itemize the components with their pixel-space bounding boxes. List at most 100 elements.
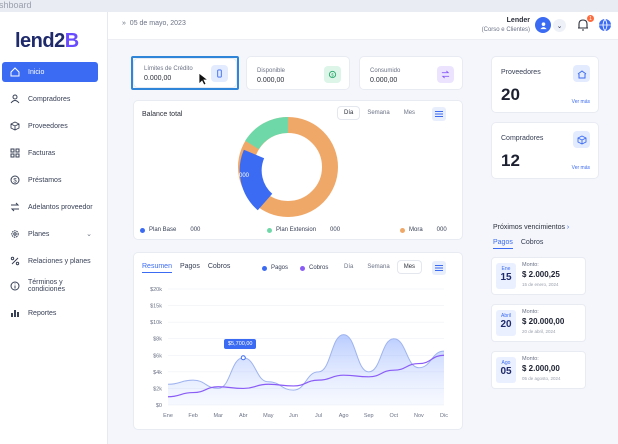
x-tick-label: Dic <box>440 413 448 419</box>
balance-card: Balance total Día Semana Mes 000 Plan Ba… <box>133 100 463 240</box>
due-date-text: 05 de agosto, 2024 <box>522 376 561 381</box>
x-tick-label: Nov <box>414 413 424 419</box>
gear-icon <box>10 229 20 239</box>
due-date-box: Abril 20 <box>496 310 516 336</box>
proveedores-card[interactable]: Proveedores 20 Ver más <box>491 56 599 113</box>
svg-text:$: $ <box>331 72 334 77</box>
legend-cobros: Cobros <box>300 265 328 271</box>
stat-label: Límites de Crédito <box>144 66 193 72</box>
notification-badge: 1 <box>587 15 594 22</box>
tab-pagos[interactable]: Pagos <box>493 239 513 249</box>
menu-icon[interactable] <box>432 261 446 275</box>
transfer-icon <box>437 66 454 83</box>
legend-dot <box>300 265 305 271</box>
stat-card-disponible[interactable]: Disponible 0.000,00 $ <box>246 56 350 90</box>
sidebar-item-label: Proveedores <box>28 122 68 130</box>
user-menu-chevron-icon[interactable]: ⌄ <box>553 19 566 32</box>
period-semana[interactable]: Semana <box>367 110 390 116</box>
due-month: Abril <box>500 313 511 319</box>
period-semana[interactable]: Semana <box>367 264 390 270</box>
due-item[interactable]: Ago 05 Monto: $ 2.000,00 05 de agosto, 20… <box>491 351 586 389</box>
sidebar-item-label: Reportes <box>28 309 57 317</box>
ver-mas-link[interactable]: Ver más <box>571 99 590 105</box>
sidebar-item-facturas[interactable]: Facturas <box>2 143 98 163</box>
x-tick-label: May <box>263 413 274 419</box>
sidebar-item-relaciones[interactable]: Relaciones y planes <box>2 251 98 271</box>
period-mes[interactable]: Mes <box>397 261 422 273</box>
money-icon: $ <box>324 66 341 83</box>
sidebar-item-label: Facturas <box>28 149 56 157</box>
cobros-line <box>167 354 445 398</box>
stat-card-limites[interactable]: Límites de Crédito 0.000,00 <box>133 58 237 88</box>
compradores-card[interactable]: Compradores 12 Ver más <box>491 122 599 179</box>
legend-value: 000 <box>190 227 201 233</box>
logo[interactable]: lend2B <box>15 30 79 53</box>
legend-name: Plan Base <box>149 227 177 233</box>
stat-card-consumido[interactable]: Consumido 0.000,00 <box>359 56 463 90</box>
donut-segment-base <box>239 149 273 211</box>
chart-tooltip: $5,700,00 <box>224 339 257 349</box>
due-item[interactable]: Abril 20 Monto: $ 20.000,00 20 de abril, … <box>491 304 586 342</box>
sidebar-item-label: Préstamos <box>28 176 62 184</box>
stat-label: Disponible <box>257 68 286 74</box>
x-tick-label: Sep <box>364 413 374 419</box>
chevron-down-icon: ⌄ <box>86 231 92 238</box>
legend-dot <box>262 265 267 271</box>
sidebar-item-planes[interactable]: Planes ⌄ <box>2 224 98 244</box>
due-item[interactable]: Ene 15 Monto: $ 2.000,25 15 de enero, 202… <box>491 257 586 295</box>
swap-icon <box>10 202 20 212</box>
sidebar-item-adelantos[interactable]: Adelantos proveedor <box>2 197 98 217</box>
upcoming-title[interactable]: Próximos vencimientos › <box>493 224 569 231</box>
sidebar-item-label: Términos y condiciones <box>28 279 65 293</box>
globe-icon[interactable] <box>598 18 612 32</box>
logo-text: lend2 <box>15 30 65 52</box>
period-mes[interactable]: Mes <box>403 110 416 116</box>
y-tick-label: $6k <box>153 353 162 359</box>
logo-accent: B <box>64 30 79 52</box>
sidebar-item-label: Relaciones y planes <box>28 257 91 265</box>
upcoming-title-text: Próximos vencimientos <box>493 224 565 231</box>
x-tick-label: Ene <box>163 413 173 419</box>
sidebar-item-reportes[interactable]: Reportes <box>2 303 98 323</box>
sidebar-item-label: Adelantos proveedor <box>28 203 93 211</box>
due-day: 15 <box>500 272 512 283</box>
ver-mas-link[interactable]: Ver más <box>571 165 590 171</box>
compradores-count: 12 <box>501 151 520 170</box>
sidebar-item-terminos[interactable]: Términos y condiciones <box>2 276 98 296</box>
percent-icon <box>10 256 20 266</box>
top-header: » 05 de mayo, 2023 Lender (Corso e Clien… <box>108 12 618 40</box>
legend-dot <box>400 227 405 233</box>
tab-resumen[interactable]: Resumen <box>142 263 172 273</box>
tab-cobros[interactable]: Cobros <box>520 239 544 246</box>
tab-pagos[interactable]: Pagos <box>179 263 200 270</box>
due-day: 05 <box>500 366 512 377</box>
grid-icon <box>10 148 20 158</box>
proveedores-label: Proveedores <box>501 69 541 76</box>
sidebar-item-prestamos[interactable]: $ Préstamos <box>2 170 98 190</box>
x-tick-label: Feb <box>188 413 197 419</box>
bars-icon <box>10 308 20 318</box>
tab-cobros[interactable]: Cobros <box>207 263 231 270</box>
avatar[interactable] <box>535 17 551 33</box>
sidebar-item-proveedores[interactable]: Proveedores <box>2 116 98 136</box>
due-day: 20 <box>500 319 512 330</box>
legend-value: 000 <box>436 227 447 233</box>
x-tick-label: Jun <box>289 413 298 419</box>
upcoming-tabs: Pagos Cobros <box>493 239 543 249</box>
donut-segment-extension <box>245 116 289 150</box>
period-dia[interactable]: Día <box>338 107 360 119</box>
sidebar-item-label: Planes <box>28 230 50 238</box>
sidebar-item-compradores[interactable]: Compradores <box>2 89 98 109</box>
bell-icon[interactable] <box>576 18 590 32</box>
balance-title: Balance total <box>142 111 183 118</box>
mouse-cursor-icon <box>198 72 210 91</box>
menu-icon[interactable] <box>432 107 446 121</box>
period-dia[interactable]: Día <box>344 264 354 270</box>
y-tick-label: $15k <box>150 304 162 310</box>
expand-icon[interactable]: » <box>122 20 126 27</box>
sidebar-item-inicio[interactable]: Inicio <box>2 62 98 82</box>
stat-value: 0.000,00 <box>257 77 285 84</box>
y-tick-label: $20k <box>150 287 162 293</box>
data-point-marker[interactable] <box>240 355 246 361</box>
legend-name: Plan Extension <box>276 227 317 233</box>
